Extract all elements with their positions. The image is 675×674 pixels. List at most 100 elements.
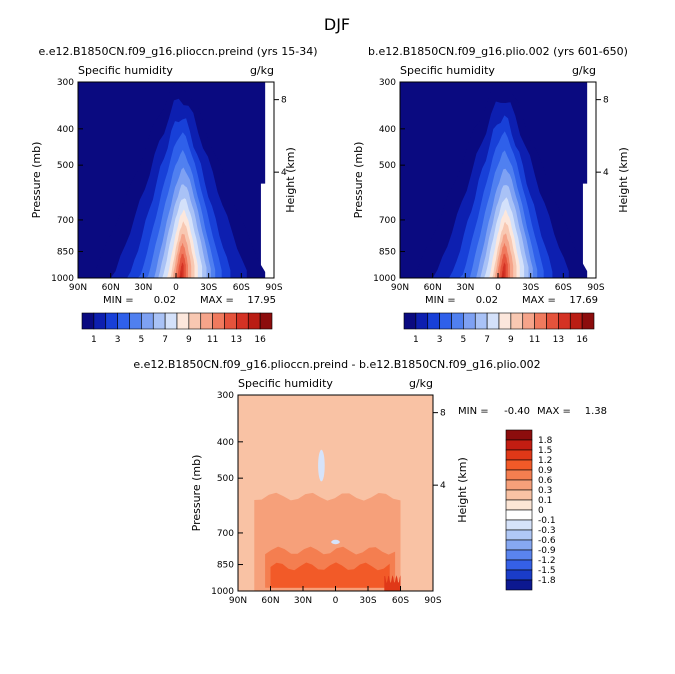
panel-1: e.e12.B1850CN.f09_g16.plioccn.preind (yr…	[30, 45, 318, 306]
panel-2-ptick-label-3: 700	[379, 216, 396, 226]
colorbar-1-swatch-4	[129, 312, 142, 330]
panel-1-contour-level-14	[177, 262, 184, 278]
colorbar-1-swatch-8	[176, 312, 190, 330]
colorbar-2-swatch-7	[486, 312, 500, 330]
colorbar-diff-swatch-0	[505, 429, 533, 441]
colorbar-2-swatch-12	[546, 312, 559, 330]
colorbar-1-swatch-2	[105, 312, 118, 330]
colorbar-diff-swatch-12	[505, 549, 533, 561]
panel-3-min-value: -0.40	[504, 406, 530, 417]
panel-3-max-value: 1.38	[585, 406, 607, 417]
colorbar-diff-swatch-2	[505, 449, 533, 461]
panel-2-ylabel-right: Height (km)	[617, 147, 630, 213]
colorbar-1-swatch-10	[200, 312, 213, 330]
panel-3-title: e.e12.B1850CN.f09_g16.plioccn.preind - b…	[133, 358, 540, 371]
panel-3-ptick-label-0: 300	[217, 391, 234, 401]
colorbar-1-label-4: 9	[186, 335, 192, 345]
panel-1-contour-level-16	[178, 270, 182, 278]
panel-2-htick-label-0: 8	[603, 96, 609, 106]
panel-3-ylabel: Pressure (mb)	[190, 455, 203, 532]
colorbar-2-swatch-3	[439, 312, 452, 330]
colorbar-1-label-0: 1	[91, 335, 97, 345]
panel-2-title: b.e12.B1850CN.f09_g16.plio.002 (yrs 601-…	[368, 45, 628, 58]
panel-1-htick-label-1: 4	[281, 168, 287, 178]
panel-1-mask-right	[265, 82, 274, 278]
panel-2-max-value: 17.69	[569, 295, 598, 306]
colorbar-2-swatch-2	[427, 312, 440, 330]
panel-1-ptick-label-2: 500	[57, 161, 74, 171]
colorbar-diff-swatch-13	[505, 559, 533, 571]
panel-2-ptick-label-1: 400	[379, 125, 396, 135]
colorbar-2-swatch-5	[463, 312, 476, 330]
panel-3-ptick-label-3: 700	[217, 529, 234, 539]
colorbar-diff-label-6: 0.1	[538, 496, 552, 506]
panel-1-minmax: MIN = 0.02 MAX = 17.95	[103, 295, 276, 306]
panel-1-xtick-label-1: 60N	[102, 283, 120, 293]
panel-3-ptick-label-4: 850	[217, 561, 234, 571]
panel-1-ylabel: Pressure (mb)	[30, 142, 43, 219]
colorbar-1-label-1: 3	[115, 335, 121, 345]
panel-2-xtick-label-3: 0	[495, 283, 501, 293]
panel-2-subtitle-left: Specific humidity	[400, 64, 495, 77]
panel-3-contour-4	[384, 575, 401, 591]
panel-3-subtitle-left: Specific humidity	[238, 377, 333, 390]
colorbar-2-label-4: 9	[508, 335, 514, 345]
panel-3-xtick-label-3: 0	[333, 596, 339, 606]
panel-1-max-label: MAX =	[200, 295, 234, 306]
colorbar-1-swatch-15	[259, 312, 273, 330]
colorbar-2-label-6: 13	[553, 335, 564, 345]
colorbar-2-swatch-9	[510, 312, 524, 330]
colorbar-1-swatch-1	[93, 312, 107, 330]
colorbar-2-label-7: 16	[576, 335, 588, 345]
panel-1-xtick-label-6: 90S	[265, 283, 282, 293]
colorbar-diff-swatch-8	[505, 509, 533, 521]
panel-1-xtick-label-5: 60S	[233, 283, 250, 293]
colorbar-2-swatch-14	[569, 312, 583, 330]
colorbar-2-swatch-1	[415, 312, 429, 330]
panel-3-subtitle-right: g/kg	[409, 377, 433, 390]
colorbar-diff-label-13: -1.5	[538, 566, 556, 576]
colorbar-diff-label-1: 1.5	[538, 446, 552, 456]
panel-3-htick-label-0: 8	[440, 409, 446, 419]
panel-3-xtick-label-4: 30S	[359, 596, 376, 606]
colorbar-2-label-1: 3	[437, 335, 443, 345]
colorbar-diff-swatch-11	[505, 539, 533, 551]
panel-3: e.e12.B1850CN.f09_g16.plioccn.preind - b…	[133, 358, 607, 606]
colorbar-2-swatch-10	[522, 312, 535, 330]
panel-2-xtick-label-4: 30S	[522, 283, 539, 293]
panel-1-xtick-label-3: 0	[173, 283, 179, 293]
colorbar-diff-swatch-9	[505, 519, 533, 531]
colorbar-1-label-3: 7	[162, 335, 168, 345]
panel-2-subtitle-right: g/kg	[572, 64, 596, 77]
colorbar-1-swatch-11	[212, 312, 225, 330]
panel-3-xtick-label-6: 90S	[424, 596, 441, 606]
panel-1-ptick-label-3: 700	[57, 216, 74, 226]
colorbar-diff-swatch-6	[505, 489, 533, 501]
panel-3-xtick-label-0: 90N	[229, 596, 247, 606]
figure-title: DJF	[324, 15, 350, 34]
colorbar-1-swatch-0	[81, 312, 95, 330]
colorbar-1-swatch-5	[141, 312, 154, 330]
panel-1-ylabel-right: Height (km)	[284, 147, 297, 213]
colorbar-diff-swatch-1	[505, 439, 533, 451]
panel-3-ylabel-right: Height (km)	[456, 457, 469, 523]
colorbar-1-label-6: 13	[231, 335, 242, 345]
colorbar-diff-label-11: -0.9	[538, 546, 556, 556]
colorbar-diff: 1.81.51.20.90.60.30.10-0.1-0.3-0.6-0.9-1…	[505, 429, 556, 591]
colorbar-1-swatch-7	[164, 312, 178, 330]
colorbar-1-label-5: 11	[207, 335, 218, 345]
panel-2-xtick-label-2: 30N	[456, 283, 474, 293]
colorbar-1-swatch-12	[224, 312, 237, 330]
panel-3-htick-label-1: 4	[440, 481, 446, 491]
panel-1-ptick-label-5: 1000	[51, 274, 74, 284]
colorbar-2-swatch-6	[474, 312, 488, 330]
panel-3-max-label: MAX =	[537, 406, 571, 417]
panel-3-xtick-label-5: 60S	[392, 596, 409, 606]
panel-2-max-label: MAX =	[522, 295, 556, 306]
panel-1-subtitle-right: g/kg	[250, 64, 274, 77]
panel-1-contours	[78, 82, 274, 278]
panel-2-contour-level-14	[499, 261, 506, 278]
colorbar-1-swatch-9	[188, 312, 202, 330]
